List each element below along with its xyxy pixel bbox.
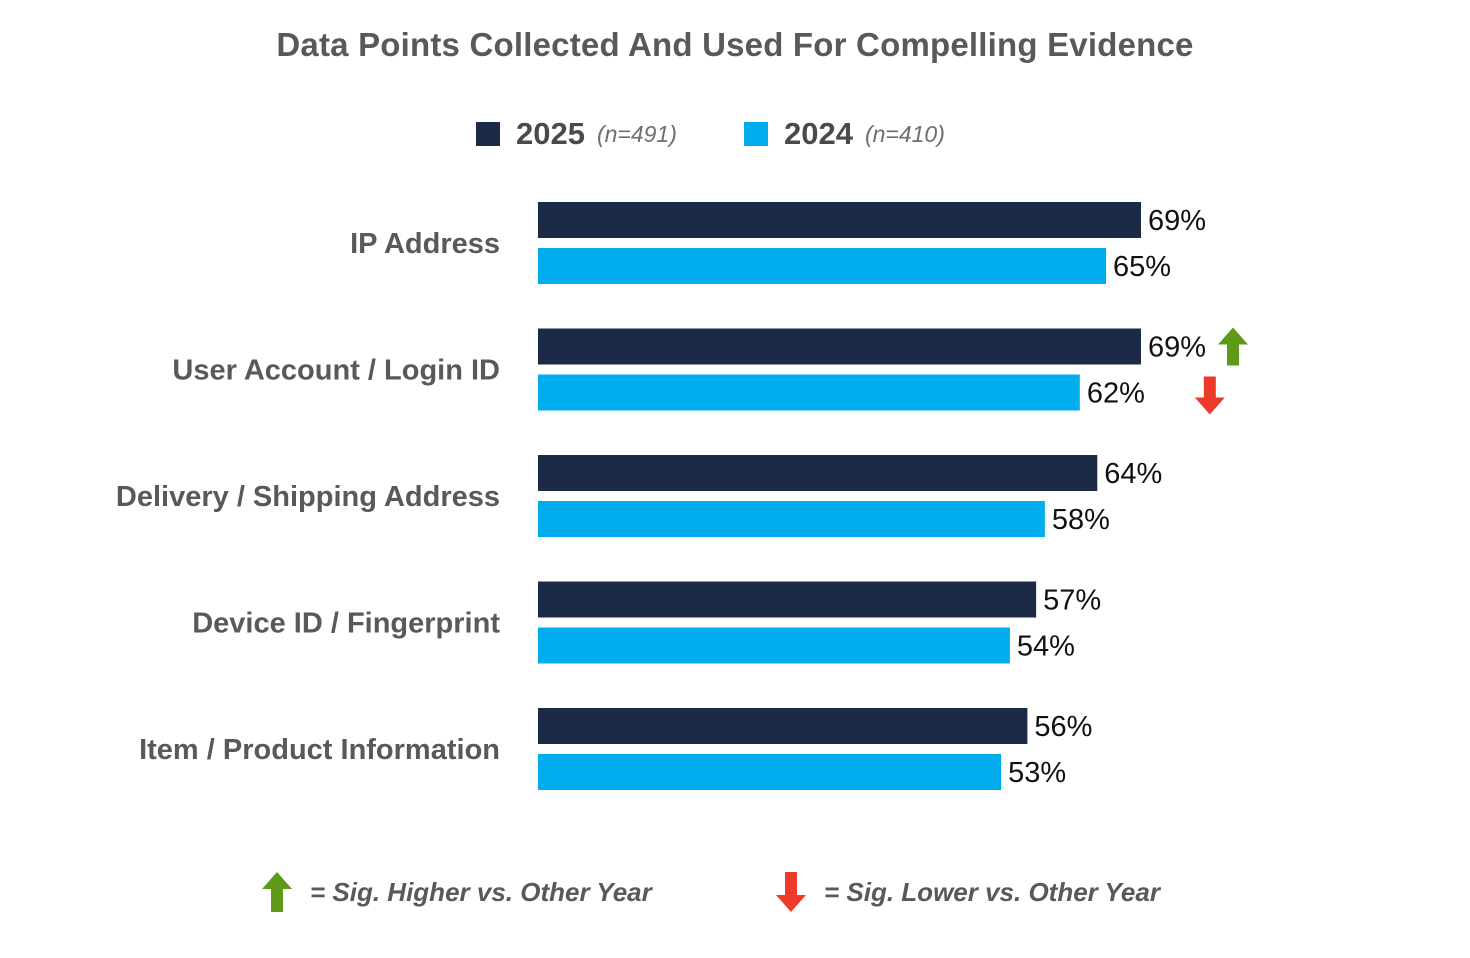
bar-2024 [538, 248, 1107, 284]
data-label-2024: 65% [1113, 251, 1171, 283]
legend-label-2024: 2024 [784, 116, 853, 151]
legend-item-2024: 2024 (n=410) [744, 116, 945, 152]
data-label-2024: 58% [1052, 504, 1110, 536]
bar-2025 [538, 328, 1141, 365]
bar-2024 [538, 501, 1045, 537]
data-label-2024: 54% [1017, 631, 1075, 663]
down-arrow-icon [1194, 376, 1225, 415]
down-arrow-icon [776, 872, 806, 912]
data-label-2025: 56% [1034, 711, 1092, 743]
data-label-2024: 53% [1008, 757, 1066, 789]
category-label: User Account / Login ID [172, 355, 500, 387]
legend-sample-2024: (n=410) [864, 120, 945, 147]
data-label-2025: 64% [1104, 458, 1162, 490]
sig-lower-label: = Sig. Lower vs. Other Year [824, 876, 1160, 907]
legend-sample-2025: (n=491) [596, 120, 677, 147]
category-label: Item / Product Information [139, 734, 500, 766]
data-label-2025: 69% [1148, 205, 1206, 237]
bar-2024 [538, 374, 1080, 411]
legend-label-2025: 2025 [516, 116, 585, 151]
bar-2025 [538, 202, 1141, 238]
data-label-2025: 57% [1043, 585, 1101, 617]
sig-lower-item: = Sig. Lower vs. Other Year [776, 872, 1160, 912]
sig-higher-label: = Sig. Higher vs. Other Year [310, 876, 652, 907]
category-label: Device ID / Fingerprint [192, 608, 500, 640]
category-label: IP Address [350, 228, 500, 260]
bar-2024 [538, 627, 1010, 664]
bar-2025 [538, 708, 1028, 744]
sig-higher-item: = Sig. Higher vs. Other Year [262, 872, 652, 912]
category-label: Delivery / Shipping Address [116, 481, 500, 513]
significance-legend: = Sig. Higher vs. Other Year = Sig. Lowe… [0, 872, 1470, 922]
chart-title: Data Points Collected And Used For Compe… [276, 26, 1194, 63]
data-label-2025: 69% [1148, 332, 1206, 364]
bar-2025 [538, 581, 1037, 618]
bar-2024 [538, 754, 1002, 790]
data-label-2024: 62% [1087, 378, 1145, 410]
legend-swatch-2025 [476, 122, 500, 146]
legend: 2025 (n=491) 2024 (n=410) [0, 116, 1470, 160]
up-arrow-icon [262, 872, 292, 912]
legend-swatch-2024 [744, 122, 768, 146]
bar-2025 [538, 455, 1098, 491]
up-arrow-icon [1218, 327, 1248, 366]
legend-item-2025: 2025 (n=491) [476, 116, 677, 152]
